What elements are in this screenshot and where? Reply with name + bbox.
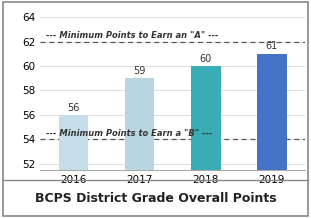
Text: 61: 61: [266, 41, 278, 51]
Bar: [125, 78, 155, 170]
Text: --- Minimum Points to Earn a "B" ---: --- Minimum Points to Earn a "B" ---: [46, 129, 212, 138]
Text: 56: 56: [67, 102, 80, 112]
Bar: [257, 54, 287, 170]
Bar: [191, 66, 220, 170]
Text: BCPS District Grade Overall Points: BCPS District Grade Overall Points: [35, 192, 276, 205]
Text: --- Minimum Points to Earn an "A" ---: --- Minimum Points to Earn an "A" ---: [46, 31, 218, 40]
Bar: [58, 115, 88, 170]
Text: 60: 60: [200, 54, 212, 63]
Text: 59: 59: [133, 66, 146, 76]
